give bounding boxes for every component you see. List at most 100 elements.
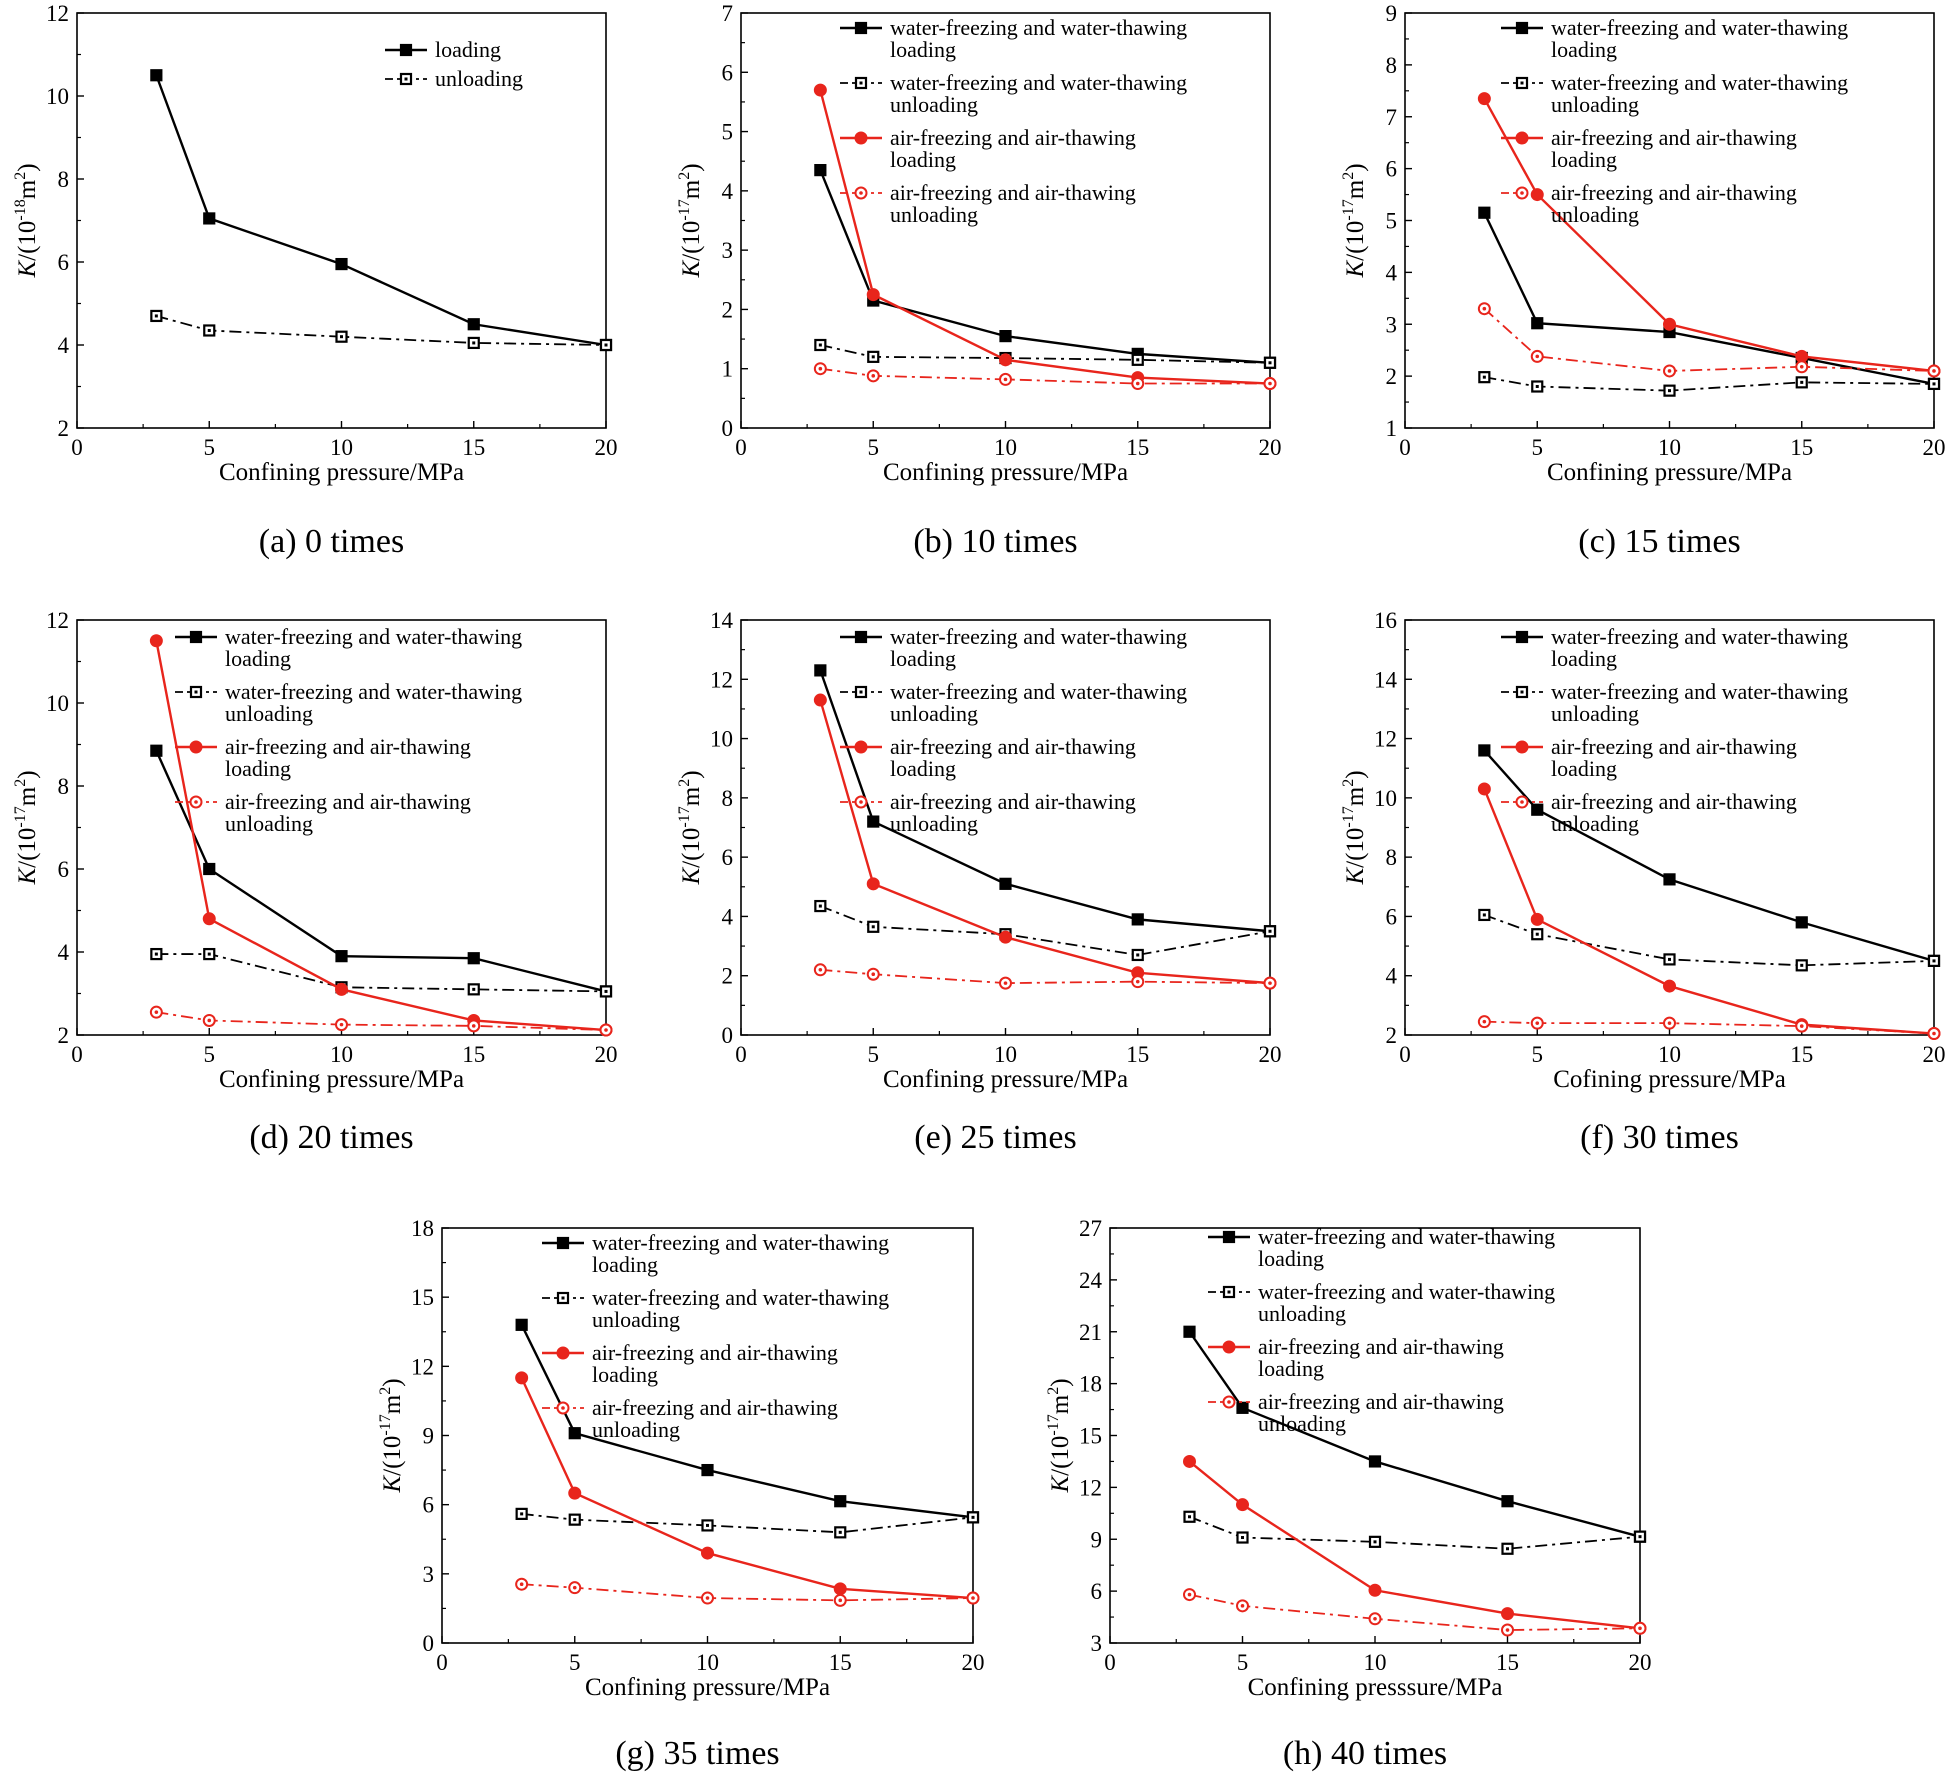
data-point-center [1268, 361, 1272, 365]
series-line [155, 74, 607, 347]
y-tick-label: 7 [1386, 105, 1398, 130]
y-tick-label: 3 [722, 238, 734, 263]
data-point-center [1800, 380, 1804, 384]
legend-label: unloading [890, 92, 978, 117]
x-tick-label: 10 [330, 1042, 353, 1067]
legend-label: unloading [1258, 1411, 1346, 1436]
x-tick-label: 15 [1126, 1042, 1149, 1067]
data-point [866, 877, 880, 891]
x-axis-label: Confining pressure/MPa [883, 459, 1128, 486]
x-tick-label: 15 [462, 1042, 485, 1067]
y-tick-label: 14 [710, 608, 734, 633]
x-tick-label: 20 [1259, 435, 1282, 460]
y-label-unit-exponent: 2 [1340, 172, 1357, 180]
x-tick-label: 15 [1126, 435, 1149, 460]
data-point [1530, 188, 1544, 202]
y-tick-label: 6 [1091, 1579, 1103, 1604]
y-label-unit-exponent: 2 [1045, 1387, 1062, 1395]
chart-e: 0 5 10 15 20 0 2 4 6 8 10 12 14 Confining pressure/MP… [676, 608, 1282, 1156]
legend-marker-center [1520, 800, 1524, 804]
legend-marker-center [859, 81, 863, 85]
series-line [1484, 376, 1935, 392]
data-point [1501, 1607, 1514, 1621]
legend: water-freezing and water-thawingloadingw… [1501, 15, 1848, 227]
data-point [813, 83, 827, 97]
y-tick-label: 7 [722, 1, 734, 26]
y-tick-label: 6 [722, 60, 734, 85]
legend-label: air-freezing and air-thawing [1258, 1334, 1504, 1359]
y-tick-label: 8 [58, 167, 70, 192]
data-point [833, 1582, 847, 1596]
data-point-center [154, 314, 158, 318]
x-tick-label: 0 [1399, 435, 1411, 460]
data-point [867, 815, 880, 828]
y-label-unit: m [1047, 1394, 1074, 1414]
legend-label: air-freezing and air-thawing [890, 180, 1136, 205]
y-tick-label: 12 [1079, 1475, 1102, 1500]
y-label-unit: m [379, 1394, 406, 1414]
legend-label: unloading [225, 811, 313, 836]
legend-label: water-freezing and water-thawing [890, 624, 1187, 649]
x-tick-label: 0 [735, 435, 747, 460]
data-point [1530, 912, 1544, 926]
data-point-center [1799, 364, 1804, 369]
y-label-close: ) [1342, 163, 1369, 171]
legend-label: loading [890, 147, 956, 172]
chart-a: 0 5 10 15 20 2 4 6 8 10 12 Confining pressure/MPa K/… [12, 1, 618, 560]
x-tick-label: 15 [1790, 1042, 1813, 1067]
y-tick-label: 4 [1386, 964, 1398, 989]
data-point-center [818, 967, 823, 972]
y-label-exponent: -18 [12, 199, 29, 220]
y-tick-label: 3 [1386, 312, 1398, 337]
y-label-unit: m [678, 786, 705, 806]
legend-marker [854, 21, 868, 35]
y-tick-label: 8 [1386, 845, 1398, 870]
data-point [515, 1318, 528, 1331]
data-point-center [472, 987, 476, 991]
series-line [1483, 749, 1935, 963]
legend-marker-center [859, 800, 863, 804]
data-point [467, 952, 480, 965]
y-label-unit: m [14, 179, 41, 199]
legend-label: air-freezing and air-thawing [890, 125, 1136, 150]
y-axis-label: K/(10-17m2) [12, 770, 41, 885]
legend-marker [1222, 1340, 1236, 1354]
y-tick-label: 2 [58, 416, 70, 441]
y-label-unit-exponent: 2 [12, 779, 29, 787]
y-tick-label: 10 [710, 727, 733, 752]
legend-marker-center [1520, 191, 1524, 195]
legend-label: water-freezing and water-thawing [890, 70, 1187, 95]
data-point [814, 664, 827, 677]
y-label-symbol: K [1047, 1475, 1074, 1494]
legend-label: loading [890, 756, 956, 781]
chart-caption: (e) 25 times [914, 1119, 1076, 1156]
x-tick-label: 10 [1364, 1650, 1387, 1675]
data-point [203, 862, 216, 876]
y-tick-label: 5 [1386, 209, 1398, 234]
legend-label: water-freezing and water-thawing [1258, 1279, 1555, 1304]
series-wu [814, 899, 1277, 962]
data-point [1131, 913, 1144, 926]
data-point-center [871, 374, 876, 378]
data-point [1501, 1495, 1514, 1508]
chart-f: 0 5 10 15 20 2 4 6 8 10 12 14 16 Cofining pressure/MP… [1340, 608, 1946, 1156]
data-point-center [1135, 979, 1140, 984]
data-point [1477, 92, 1491, 106]
legend-label: air-freezing and air-thawing [225, 734, 471, 759]
y-label-base: /(10 [14, 828, 41, 868]
y-label-symbol: K [14, 867, 41, 886]
legend-marker-center [1227, 1400, 1231, 1404]
data-point-center [706, 1523, 709, 1527]
legend-label: unloading [1551, 202, 1639, 227]
chart-h: 0 5 10 15 20 3 6 9 12 15 18 21 24 27 Confining presssu… [1045, 1216, 1652, 1772]
data-point [568, 1427, 581, 1440]
data-point-center [1932, 369, 1936, 373]
y-tick-label: 12 [1374, 727, 1397, 752]
y-tick-label: 8 [722, 786, 734, 811]
legend-label: unloading [1551, 92, 1639, 117]
chart-caption: (c) 15 times [1578, 523, 1740, 560]
chart-caption: (a) 0 times [259, 523, 404, 560]
series-line [820, 905, 1271, 956]
legend-marker-center [194, 690, 198, 694]
